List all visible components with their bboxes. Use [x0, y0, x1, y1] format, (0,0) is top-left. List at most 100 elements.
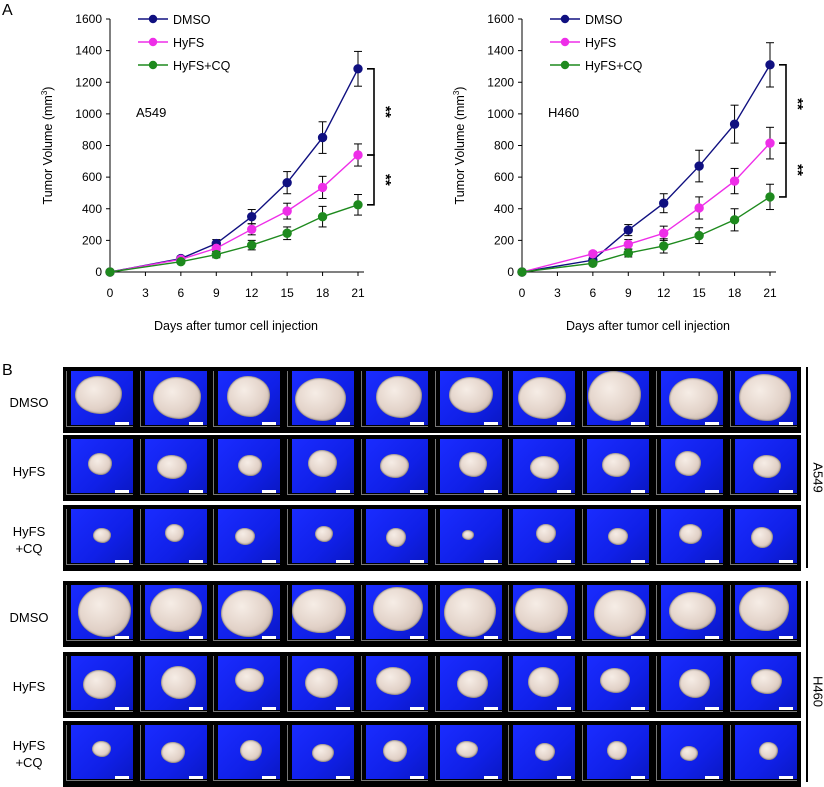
tumor-image-plane [218, 656, 280, 710]
tumor-shape [78, 587, 131, 637]
x-tick-label: 6 [178, 286, 185, 300]
data-point [766, 61, 774, 69]
data-point [283, 178, 291, 186]
tumor-image-axis [582, 439, 583, 495]
tumor-shape [753, 455, 781, 478]
tumor-shape [518, 377, 566, 419]
scale-bar [410, 776, 424, 779]
scale-bar [484, 636, 498, 639]
tumor-shape [608, 528, 628, 545]
tumor-image-plane [366, 509, 428, 563]
tumor-shape [515, 588, 568, 633]
tumor-image-axis [213, 371, 214, 427]
tumor-image-axis [361, 780, 428, 781]
tumor-image-plane [735, 371, 797, 425]
scale-bar [484, 560, 498, 563]
tumor-image-plane [735, 509, 797, 563]
scale-bar [189, 490, 203, 493]
series-line-hyfs-cq [522, 197, 770, 272]
scale-bar [410, 707, 424, 710]
data-point [660, 229, 668, 237]
legend-label: HyFS+CQ [585, 59, 643, 73]
tumor-image-axis [730, 564, 797, 565]
tumor-image-plane [71, 725, 133, 779]
tumor-image-axis [435, 439, 436, 495]
legend-label: DMSO [585, 13, 623, 27]
tumor-image-plane [513, 439, 575, 493]
tumor-shape [456, 741, 478, 758]
tumor-image-plane [218, 371, 280, 425]
tumor-image-plane [587, 509, 649, 563]
scale-bar [705, 560, 719, 563]
scale-bar [336, 422, 350, 425]
row-label-line: DMSO [2, 394, 56, 411]
tumor-image-plane [145, 371, 207, 425]
scale-bar [557, 422, 571, 425]
tumor-image-axis [66, 509, 67, 565]
tumor-shape [373, 587, 423, 631]
data-point [106, 268, 114, 276]
cell-line-annotation: H460 [548, 105, 579, 120]
y-axis-label: Tumor Volume (mm3) [40, 87, 55, 205]
tumor-image-axis [361, 564, 428, 565]
tumor-image-axis [730, 439, 731, 495]
scale-bar [115, 776, 129, 779]
tumor-image-plane [145, 725, 207, 779]
scale-bar [189, 636, 203, 639]
tumor-image [727, 435, 801, 501]
legend-marker [561, 15, 569, 23]
x-tick-label: 15 [692, 286, 706, 300]
tumor-image-axis [656, 439, 657, 495]
tumor-image-plane [440, 371, 502, 425]
tumor-image-axis [435, 711, 502, 712]
tumor-image-axis [656, 725, 657, 781]
tumor-image-axis [361, 439, 362, 495]
tumor-image-plane [587, 585, 649, 639]
tumor-image-axis [730, 509, 731, 565]
data-point [177, 258, 185, 266]
tumor-image-plane [587, 656, 649, 710]
tumor-shape [235, 528, 255, 545]
tumor-image-axis [730, 426, 797, 427]
tumor-image [63, 581, 137, 647]
row-label-line: HyFS [2, 463, 56, 480]
tumor-image [63, 652, 137, 718]
tumor-image-plane [366, 371, 428, 425]
tumor-image-plane [587, 725, 649, 779]
tumor-image-axis [508, 780, 575, 781]
x-axis-label: Days after tumor cell injection [154, 319, 318, 333]
scale-bar [262, 422, 276, 425]
data-point [730, 120, 738, 128]
tumor-shape [161, 666, 196, 699]
tumor-shape [751, 527, 773, 548]
tumor-image [137, 652, 211, 718]
tumor-image-axis [213, 426, 280, 427]
tumor-image [505, 367, 579, 433]
tumor-image [653, 652, 727, 718]
tumor-image-axis [213, 780, 280, 781]
tumor-image-axis [140, 640, 207, 641]
scale-bar [557, 707, 571, 710]
tumor-image-plane [440, 585, 502, 639]
legend-label: HyFS [585, 36, 616, 50]
scale-bar [779, 636, 793, 639]
tumor-image-axis [730, 780, 797, 781]
tumor-image-axis [582, 509, 583, 565]
tumor-image-axis [508, 439, 509, 495]
tumor-image [432, 505, 506, 571]
row-label-dmso: DMSO [2, 609, 56, 626]
scale-bar [484, 776, 498, 779]
tumor-image-plane [292, 509, 354, 563]
tumor-image-axis [140, 585, 141, 641]
tumor-image [579, 367, 653, 433]
row-label-line: HyFS [2, 737, 56, 754]
tumor-image-axis [66, 780, 133, 781]
scale-bar [336, 636, 350, 639]
tumor-image-axis [213, 564, 280, 565]
tumor-image-axis [140, 509, 141, 565]
tumor-image-axis [361, 656, 362, 712]
tumor-image-plane [218, 439, 280, 493]
tumor-image-axis [140, 780, 207, 781]
tumor-image-axis [287, 780, 354, 781]
tumor-image-plane [218, 725, 280, 779]
